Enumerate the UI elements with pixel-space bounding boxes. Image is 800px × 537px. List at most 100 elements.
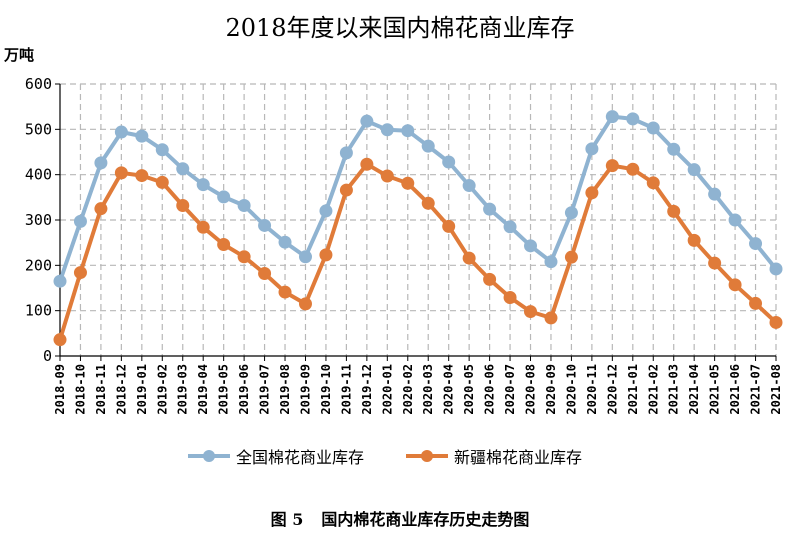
- series-1-point: [524, 305, 538, 319]
- y-tick-label: 200: [25, 256, 52, 274]
- series-0-point: [687, 163, 701, 177]
- series-0-point: [237, 198, 251, 212]
- x-tick-label: 2019-05: [217, 364, 231, 415]
- y-axis-unit-label: 万吨: [4, 46, 35, 64]
- series-0-point: [421, 139, 435, 153]
- x-tick-label: 2020-10: [564, 364, 578, 415]
- x-tick-label: 2018-10: [73, 364, 87, 415]
- series-1-point: [94, 202, 108, 216]
- series-0-point: [319, 204, 333, 218]
- x-tick-label: 2019-03: [176, 364, 190, 415]
- x-tick-label: 2020-02: [401, 364, 415, 415]
- series-1-point: [401, 176, 415, 190]
- x-tick-label: 2019-10: [319, 364, 333, 415]
- series-1-point: [626, 162, 640, 176]
- series-1-point: [667, 204, 681, 218]
- x-tick-label: 2021-01: [626, 364, 640, 415]
- x-tick-label: 2020-06: [483, 364, 497, 415]
- series-1-point: [278, 285, 292, 299]
- chart-title: 2018年度以来国内棉花商业库存: [225, 14, 575, 42]
- x-tick-label: 2018-11: [94, 364, 108, 415]
- x-tick-labels: 2018-09 2018-10 2018-11 2018-12 2019-01 2019-…: [53, 364, 783, 415]
- legend-entry-xinjiang: 新疆棉花商业库存: [404, 444, 582, 468]
- series-1-point: [646, 176, 660, 190]
- series-1-point: [708, 256, 722, 270]
- series-1-point: [176, 198, 190, 212]
- legend-label-national: 全国棉花商业库存: [236, 448, 365, 467]
- series-1-point: [564, 250, 578, 264]
- x-tick-label: 2020-07: [503, 364, 517, 415]
- series-0-point: [135, 129, 149, 143]
- series-1-point: [298, 297, 312, 311]
- series-0-point: [442, 155, 456, 169]
- series-0-point: [667, 142, 681, 156]
- series-1-point: [339, 183, 353, 197]
- series-1-point: [135, 169, 149, 183]
- series-0-point: [401, 124, 415, 138]
- series-0-point: [380, 123, 394, 137]
- series-0-point: [503, 220, 517, 234]
- series-lines: [53, 110, 783, 347]
- series-1-point: [380, 169, 394, 183]
- series-0-point: [605, 110, 619, 124]
- series-0-point: [53, 274, 67, 288]
- series-0-point: [339, 146, 353, 160]
- x-tick-label: 2019-11: [339, 364, 353, 415]
- series-0-point: [258, 218, 272, 232]
- series-1-point: [155, 175, 169, 189]
- series-0-point: [544, 255, 558, 269]
- x-tick-label: 2019-04: [196, 364, 210, 415]
- series-1-point: [605, 159, 619, 173]
- x-tick-label: 2021-07: [749, 364, 763, 415]
- figure-number: 图 5: [270, 510, 304, 529]
- series-1-point: [258, 266, 272, 280]
- series-0-point: [564, 206, 578, 220]
- series-line-1: [58, 162, 778, 341]
- series-0-point: [462, 179, 476, 193]
- x-tick-label: 2020-05: [462, 364, 476, 415]
- series-1-point: [462, 251, 476, 265]
- axes: [55, 83, 777, 361]
- series-0-point: [749, 237, 763, 251]
- series-0-point: [298, 250, 312, 264]
- series-1-point: [769, 315, 783, 329]
- series-1-point: [360, 157, 374, 171]
- y-tick-label: 100: [25, 302, 52, 320]
- series-1-point: [196, 220, 210, 234]
- series-0-point: [769, 262, 783, 276]
- series-1-point: [319, 248, 333, 262]
- x-tick-label: 2021-04: [687, 364, 701, 415]
- series-0-point: [646, 121, 660, 135]
- series-1-point: [687, 233, 701, 247]
- series-0-point: [360, 114, 374, 128]
- series-1-point: [237, 250, 251, 264]
- x-tick-label: 2020-08: [524, 364, 538, 415]
- x-tick-label: 2021-02: [646, 364, 660, 415]
- series-1-point: [585, 186, 599, 200]
- series-1-point: [53, 333, 67, 347]
- series-0-point: [114, 125, 128, 139]
- y-tick-label: 0: [43, 347, 52, 365]
- series-0-point: [278, 235, 292, 249]
- legend-entry-national: 全国棉花商业库存: [186, 444, 364, 468]
- series-0-point: [155, 143, 169, 157]
- series-1-point: [217, 237, 231, 251]
- y-tick-labels: 0 100 200 300 400 500 600: [25, 75, 52, 365]
- x-tick-label: 2020-09: [544, 364, 558, 415]
- series-0-point: [626, 112, 640, 126]
- series-0-point: [94, 156, 108, 170]
- y-tick-label: 400: [25, 166, 52, 184]
- x-tick-label: 2020-01: [380, 364, 394, 415]
- y-tick-label: 500: [25, 120, 52, 138]
- x-tick-label: 2019-12: [360, 364, 374, 415]
- x-tick-label: 2019-09: [298, 364, 312, 415]
- series-1-point: [483, 272, 497, 286]
- x-tick-label: 2021-08: [769, 364, 783, 415]
- x-tick-label: 2020-04: [442, 364, 456, 415]
- x-tick-label: 2019-07: [258, 364, 272, 415]
- x-tick-label: 2019-02: [155, 364, 169, 415]
- grid-lines: [60, 83, 777, 356]
- series-line-0: [58, 114, 778, 282]
- x-tick-label: 2020-11: [585, 364, 599, 415]
- x-tick-label: 2018-12: [114, 364, 128, 415]
